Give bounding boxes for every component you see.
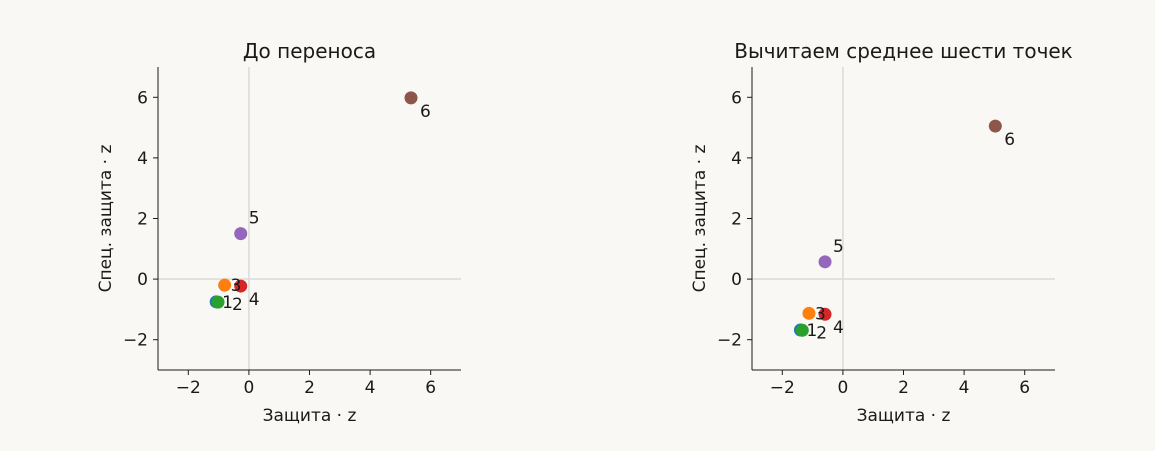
chart-title: До переноса (243, 39, 376, 63)
chart-title: Вычитаем среднее шести точек (734, 39, 1073, 63)
x-tick-label: 0 (243, 378, 254, 398)
point-label: 3 (815, 304, 826, 324)
x-tick-label: 6 (1019, 378, 1030, 398)
y-axis-label: Спец. защита · z (96, 145, 116, 293)
x-tick-label: 2 (304, 378, 315, 398)
point-label: 6 (1004, 130, 1015, 150)
scatter-point-3 (218, 278, 232, 292)
x-tick-label: −2 (176, 378, 201, 398)
scatter-point-3 (802, 306, 816, 320)
point-label: 6 (420, 102, 431, 122)
y-tick-label: −2 (717, 331, 742, 351)
point-label: 4 (249, 290, 260, 310)
point-label: 5 (249, 209, 260, 229)
point-label: 1 (222, 293, 233, 313)
scatter-point-5 (234, 227, 248, 241)
y-tick-label: 4 (137, 149, 148, 169)
scatter-point-6 (404, 91, 418, 105)
point-label: 4 (833, 318, 844, 338)
y-tick-label: 0 (731, 270, 742, 290)
x-tick-label: 6 (425, 378, 436, 398)
scatter-point-4 (234, 279, 248, 293)
y-tick-label: 2 (731, 210, 742, 230)
point-label: 5 (833, 237, 844, 257)
y-tick-label: 0 (137, 270, 148, 290)
y-tick-label: 6 (731, 88, 742, 108)
x-tick-label: 0 (837, 378, 848, 398)
x-axis-label: Защита · z (263, 406, 357, 426)
scatter-point-5 (818, 255, 832, 269)
point-label: 2 (232, 295, 243, 315)
x-tick-label: −2 (770, 378, 795, 398)
scatter-point-2 (211, 295, 225, 309)
y-tick-label: 2 (137, 210, 148, 230)
y-tick-label: 6 (137, 88, 148, 108)
scatter-point-2 (795, 323, 809, 337)
x-tick-label: 2 (898, 378, 909, 398)
y-axis-label: Спец. защита · z (690, 145, 710, 293)
point-label: 3 (231, 276, 242, 296)
point-label: 2 (816, 323, 827, 343)
y-tick-label: 4 (731, 149, 742, 169)
scatter-point-6 (988, 119, 1002, 133)
scatter-point-4 (818, 307, 832, 321)
point-label: 1 (806, 321, 817, 341)
x-tick-label: 4 (959, 378, 970, 398)
x-axis-label: Защита · z (857, 406, 951, 426)
x-tick-label: 4 (365, 378, 376, 398)
y-tick-label: −2 (123, 331, 148, 351)
